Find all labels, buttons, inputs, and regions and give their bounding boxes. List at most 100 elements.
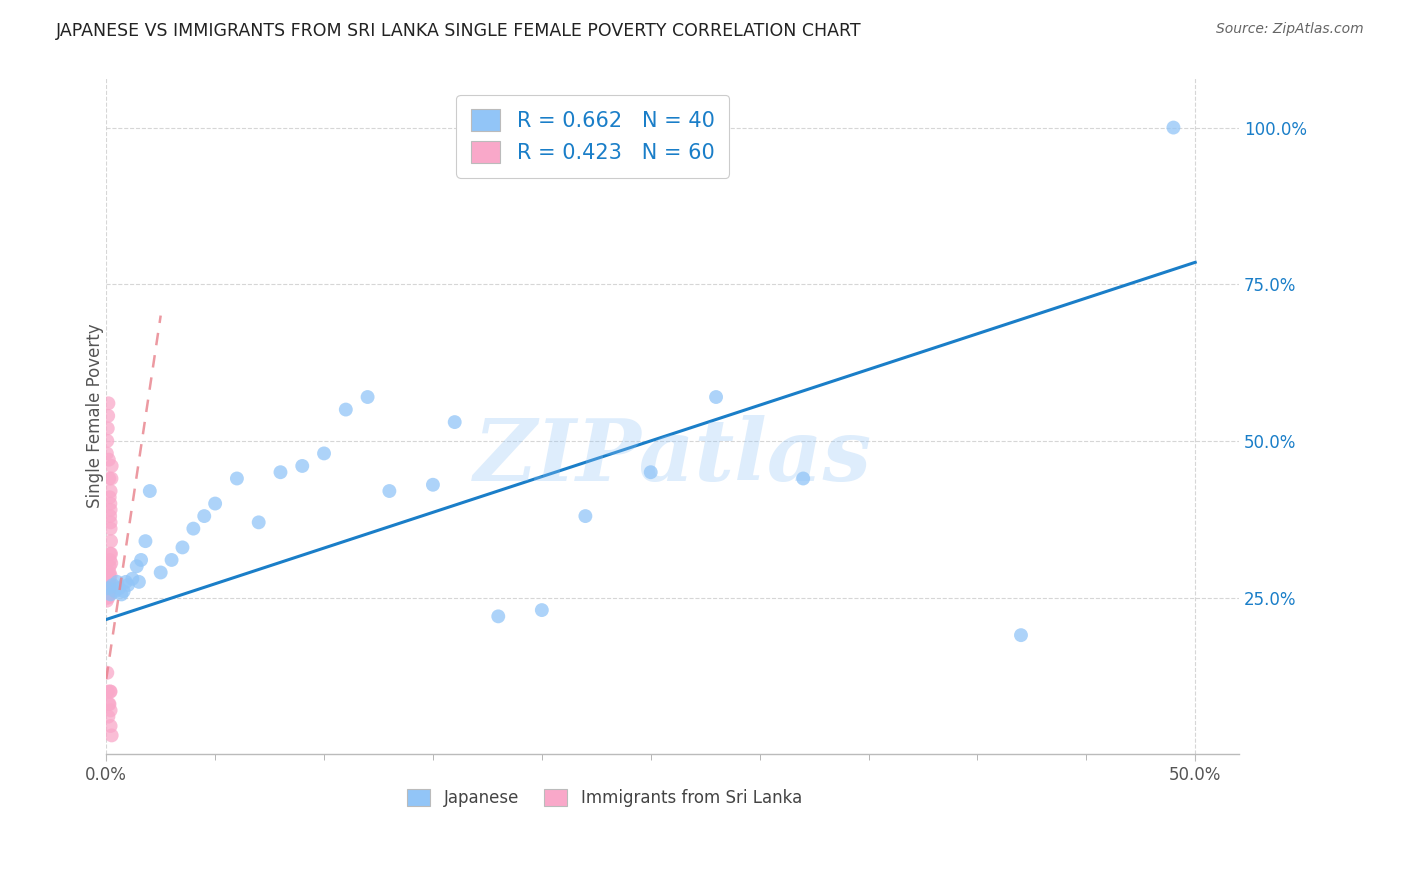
Point: [247, 516, 270, 530]
Point: [100, 534, 122, 549]
Point: [335, 402, 357, 417]
Point: [183, 522, 205, 536]
Point: [100, 556, 122, 570]
Point: [97, 578, 120, 592]
Point: [291, 458, 314, 473]
Point: [98, 566, 121, 580]
Point: [97, 584, 120, 599]
Point: [96, 584, 118, 599]
Point: [97, 587, 120, 601]
Point: [100, 516, 122, 530]
Point: [98, 471, 121, 485]
Point: [1163, 120, 1185, 135]
Point: [226, 471, 249, 485]
Point: [112, 584, 135, 599]
Point: [139, 483, 162, 498]
Point: [97, 709, 120, 723]
Point: [100, 568, 122, 582]
Y-axis label: Single Female Poverty: Single Female Poverty: [86, 324, 104, 508]
Point: [97, 684, 120, 698]
Point: [101, 578, 124, 592]
Point: [100, 587, 122, 601]
Point: [98, 572, 121, 586]
Point: [100, 547, 122, 561]
Point: [100, 684, 122, 698]
Point: [792, 471, 814, 485]
Point: [96, 587, 118, 601]
Point: [96, 434, 118, 448]
Point: [97, 591, 120, 605]
Point: [108, 581, 131, 595]
Point: [378, 483, 401, 498]
Point: [96, 593, 118, 607]
Point: [129, 553, 152, 567]
Point: [100, 458, 122, 473]
Point: [97, 421, 120, 435]
Point: [97, 581, 120, 595]
Point: [100, 471, 122, 485]
Point: [134, 534, 156, 549]
Point: [96, 665, 118, 680]
Point: [160, 553, 183, 567]
Point: [97, 396, 120, 410]
Point: [96, 446, 118, 460]
Point: [98, 574, 121, 589]
Point: [100, 483, 122, 498]
Point: [125, 559, 148, 574]
Point: [105, 574, 128, 589]
Point: [115, 574, 138, 589]
Point: [100, 522, 122, 536]
Point: [98, 697, 121, 711]
Text: ZIPatlas: ZIPatlas: [474, 415, 872, 498]
Point: [100, 703, 122, 717]
Point: [422, 477, 444, 491]
Point: [97, 409, 120, 423]
Point: [97, 581, 120, 595]
Point: [97, 581, 120, 595]
Point: [96, 587, 118, 601]
Text: Source: ZipAtlas.com: Source: ZipAtlas.com: [1216, 22, 1364, 37]
Point: [97, 584, 120, 599]
Point: [97, 581, 120, 595]
Point: [97, 584, 120, 599]
Point: [100, 719, 122, 733]
Point: [312, 446, 335, 460]
Point: [98, 572, 121, 586]
Point: [486, 609, 509, 624]
Point: [574, 509, 596, 524]
Point: [110, 587, 132, 601]
Point: [97, 581, 120, 595]
Point: [117, 578, 139, 592]
Point: [97, 578, 120, 592]
Point: [128, 574, 150, 589]
Point: [269, 465, 291, 479]
Point: [149, 566, 172, 580]
Point: [704, 390, 727, 404]
Point: [121, 572, 143, 586]
Point: [530, 603, 553, 617]
Point: [98, 553, 121, 567]
Point: [98, 490, 121, 504]
Point: [98, 578, 121, 592]
Point: [98, 584, 121, 599]
Point: [193, 509, 215, 524]
Point: [98, 559, 121, 574]
Point: [97, 697, 120, 711]
Point: [100, 503, 122, 517]
Point: [104, 584, 127, 599]
Text: JAPANESE VS IMMIGRANTS FROM SRI LANKA SINGLE FEMALE POVERTY CORRELATION CHART: JAPANESE VS IMMIGRANTS FROM SRI LANKA SI…: [56, 22, 862, 40]
Point: [96, 591, 118, 605]
Point: [98, 509, 121, 524]
Point: [204, 497, 226, 511]
Point: [97, 574, 120, 589]
Point: [97, 587, 120, 601]
Point: [96, 591, 118, 605]
Point: [98, 684, 121, 698]
Point: [356, 390, 378, 404]
Point: [640, 465, 662, 479]
Point: [97, 452, 120, 467]
Point: [98, 568, 121, 582]
Point: [100, 497, 122, 511]
Point: [98, 547, 121, 561]
Point: [97, 578, 120, 592]
